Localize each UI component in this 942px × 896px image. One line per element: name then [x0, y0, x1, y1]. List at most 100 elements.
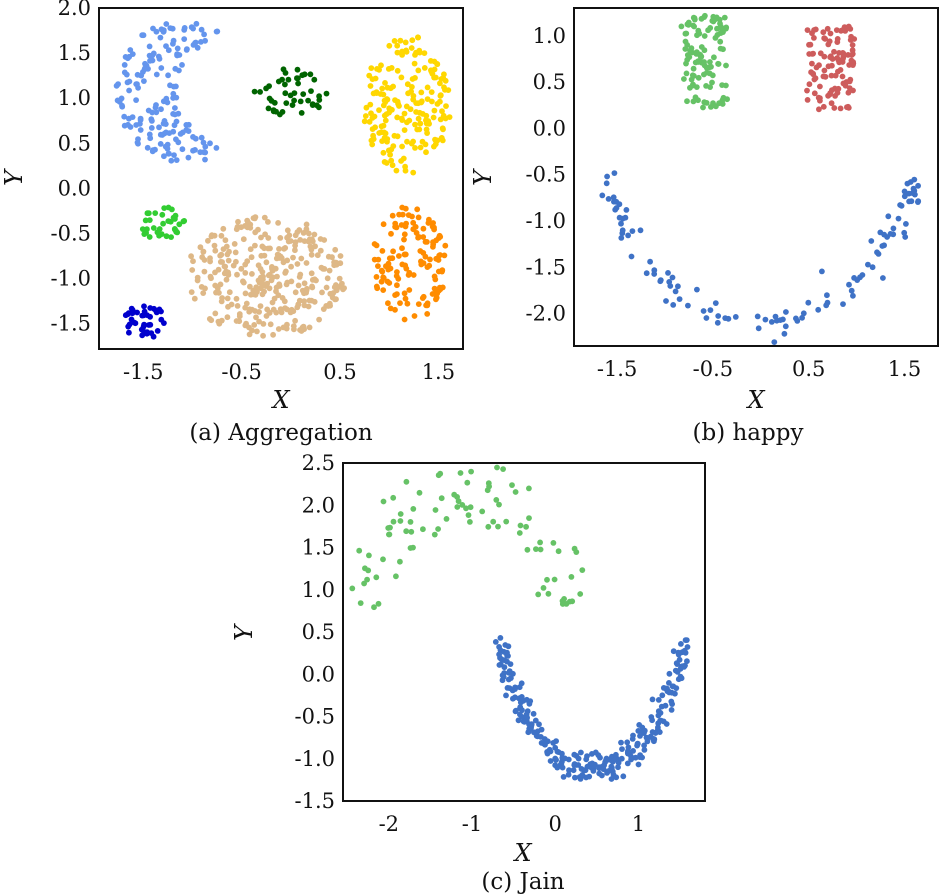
data-point-aggregation-cluster-5: [295, 301, 302, 308]
data-point-aggregation-cluster-5: [200, 249, 207, 255]
data-point-aggregation-cluster-5: [305, 238, 312, 245]
data-point-aggregation-cluster-5: [226, 289, 233, 296]
data-point-happy-cluster-3: [811, 35, 817, 41]
data-point-jain-cluster-1: [493, 497, 500, 503]
y-tick-label-jain: 2.5: [302, 451, 335, 475]
x-tick-label-happy: -0.5: [693, 357, 734, 381]
data-point-aggregation-cluster-4: [146, 217, 153, 224]
data-point-happy-cluster-1: [805, 299, 812, 306]
data-point-happy-cluster-1: [755, 325, 762, 332]
plot-frame-aggregation: [98, 7, 464, 350]
data-point-aggregation-cluster-4: [174, 229, 181, 236]
data-point-aggregation-cluster-6: [371, 256, 378, 263]
data-point-aggregation-cluster-5: [198, 284, 205, 290]
data-point-aggregation-cluster-5: [277, 235, 284, 241]
data-point-aggregation-cluster-1: [190, 134, 196, 140]
data-point-aggregation-cluster-5: [201, 257, 208, 263]
data-point-jain-cluster-1: [577, 591, 584, 597]
data-point-happy-cluster-2: [708, 104, 714, 110]
data-point-happy-cluster-2: [693, 51, 700, 57]
data-point-aggregation-cluster-3: [425, 118, 432, 124]
data-point-jain-cluster-1: [380, 556, 386, 563]
data-point-happy-cluster-1: [823, 302, 830, 309]
data-point-aggregation-cluster-5: [301, 280, 308, 287]
data-point-aggregation-cluster-1: [125, 115, 132, 122]
data-point-jain-cluster-1: [494, 464, 500, 471]
data-point-happy-cluster-3: [836, 50, 842, 56]
data-point-aggregation-cluster-3: [386, 42, 393, 49]
data-point-jain-cluster-1: [524, 546, 531, 553]
data-point-jain-cluster-2: [526, 700, 533, 707]
data-point-jain-cluster-1: [366, 552, 372, 559]
data-point-jain-cluster-2: [635, 728, 642, 734]
data-point-aggregation-cluster-3: [440, 75, 447, 81]
data-point-happy-cluster-3: [809, 51, 816, 57]
data-point-aggregation-cluster-6: [398, 222, 405, 228]
data-point-aggregation-cluster-1: [165, 72, 172, 79]
data-point-aggregation-cluster-5: [189, 267, 196, 273]
data-point-jain-cluster-2: [632, 754, 639, 761]
y-tick-label-aggregation: 0.0: [58, 176, 91, 200]
data-point-happy-cluster-1: [819, 268, 825, 275]
data-point-jain-cluster-2: [583, 756, 590, 763]
x-ticks-aggregation: -1.5 -0.5 0.5 1.5: [123, 360, 455, 384]
data-point-aggregation-cluster-5: [281, 298, 288, 305]
data-point-aggregation-cluster-2: [277, 111, 283, 118]
data-point-aggregation-cluster-7: [129, 310, 136, 317]
data-point-aggregation-cluster-5: [225, 303, 231, 310]
data-point-aggregation-cluster-6: [380, 275, 387, 281]
data-point-aggregation-cluster-1: [190, 42, 197, 48]
data-point-aggregation-cluster-3: [412, 75, 418, 81]
data-point-aggregation-cluster-3: [402, 163, 408, 170]
data-point-happy-cluster-1: [610, 194, 617, 201]
data-point-jain-cluster-2: [644, 735, 651, 742]
data-point-aggregation-cluster-1: [149, 109, 156, 116]
data-point-happy-cluster-3: [834, 55, 841, 61]
data-point-aggregation-cluster-5: [308, 251, 315, 258]
data-point-aggregation-cluster-5: [253, 314, 259, 321]
data-point-jain-cluster-2: [559, 764, 566, 771]
data-point-aggregation-cluster-5: [312, 243, 318, 250]
data-point-aggregation-cluster-5: [319, 289, 325, 296]
data-point-aggregation-cluster-6: [412, 224, 419, 230]
data-point-aggregation-cluster-3: [372, 124, 378, 131]
data-point-happy-cluster-2: [698, 15, 705, 22]
data-point-aggregation-cluster-6: [401, 236, 407, 243]
data-point-aggregation-cluster-6: [410, 272, 417, 278]
data-point-aggregation-cluster-2: [323, 90, 330, 97]
data-point-aggregation-cluster-2: [295, 80, 301, 87]
data-point-aggregation-cluster-1: [149, 118, 155, 124]
x-axis-label-happy: X: [745, 386, 765, 414]
data-point-aggregation-cluster-7: [161, 320, 167, 326]
data-point-jain-cluster-2: [608, 776, 615, 782]
y-tick-label-jain: 1.0: [302, 578, 335, 602]
data-point-aggregation-cluster-5: [321, 237, 328, 243]
data-point-aggregation-cluster-3: [408, 88, 414, 95]
data-point-aggregation-cluster-1: [121, 62, 128, 68]
x-tick-label-jain: -2: [379, 812, 399, 836]
data-point-happy-cluster-2: [717, 38, 724, 45]
data-point-happy-cluster-2: [711, 54, 717, 61]
data-point-happy-cluster-1: [890, 225, 897, 232]
caption-jain: (c) Jain: [481, 869, 564, 895]
data-point-aggregation-cluster-5: [275, 292, 282, 299]
data-point-jain-cluster-1: [479, 508, 486, 515]
data-point-happy-cluster-2: [695, 27, 702, 34]
data-point-aggregation-cluster-5: [242, 322, 249, 329]
data-point-aggregation-cluster-2: [300, 91, 307, 97]
data-point-happy-cluster-2: [681, 76, 687, 82]
data-point-happy-cluster-2: [700, 104, 706, 111]
data-point-jain-cluster-2: [657, 710, 664, 716]
data-point-aggregation-cluster-5: [200, 290, 207, 296]
data-point-happy-cluster-2: [687, 47, 693, 54]
data-point-happy-cluster-1: [782, 323, 789, 330]
data-point-aggregation-cluster-3: [412, 145, 418, 151]
data-point-aggregation-cluster-3: [363, 104, 370, 111]
data-point-happy-cluster-2: [714, 25, 720, 32]
data-point-happy-cluster-2: [712, 16, 718, 23]
data-point-aggregation-cluster-1: [148, 125, 155, 131]
data-point-jain-cluster-2: [500, 674, 507, 680]
data-point-aggregation-cluster-3: [391, 38, 398, 44]
data-point-aggregation-cluster-6: [401, 251, 408, 258]
data-point-aggregation-cluster-1: [172, 105, 178, 111]
